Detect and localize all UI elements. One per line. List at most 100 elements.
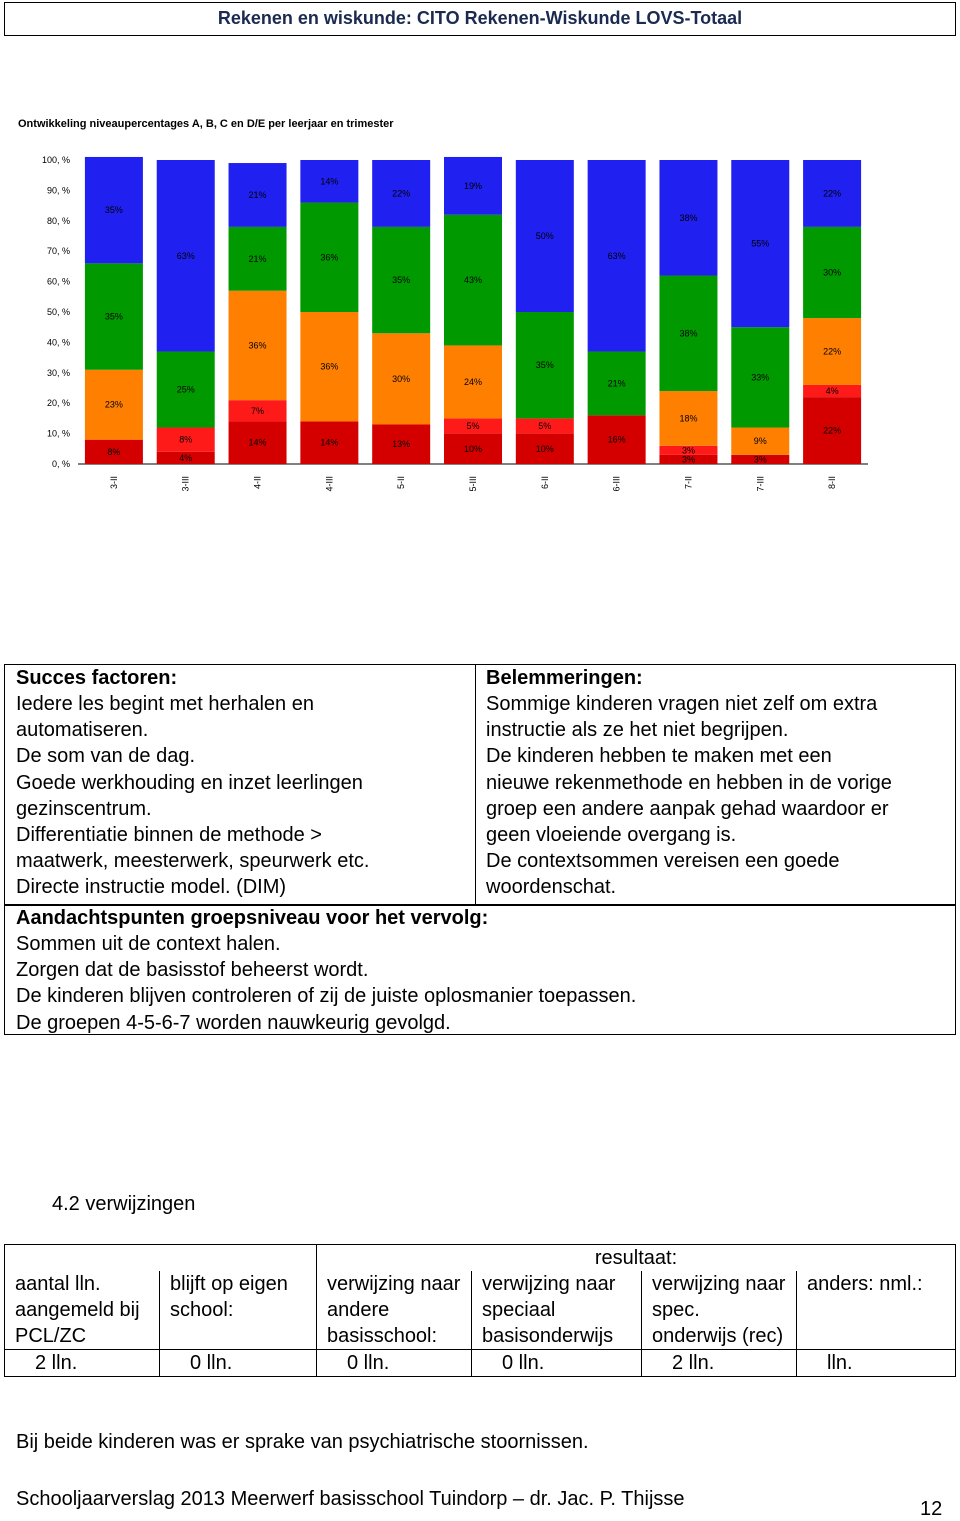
success-line: automatiseren. [16, 719, 149, 742]
obstacles-title: Belemmeringen: [486, 667, 643, 689]
bar-segment [84, 263, 143, 370]
bar-segment [228, 290, 287, 401]
bar-segment [156, 351, 215, 428]
attention-box [4, 905, 956, 1035]
bar-segment [731, 327, 790, 428]
page-number: 12 [920, 1498, 943, 1520]
success-line: gezinscentrum. [16, 797, 152, 820]
chart-title: Ontwikkeling niveaupercentages A, B, C e… [18, 118, 394, 130]
obstacles-line: instructie als ze het niet begrijpen. [486, 719, 789, 742]
bar-segment [659, 454, 718, 464]
bar-segment [659, 391, 718, 446]
data-label: 4% [826, 386, 839, 396]
data-label: 19% [464, 181, 482, 191]
y-tick-label: 100, % [42, 155, 70, 165]
success-line: Directe instructie model. (DIM) [16, 876, 287, 899]
data-label: 3% [682, 445, 695, 455]
data-label: 14% [320, 176, 338, 186]
y-tick-label: 10, % [47, 429, 70, 439]
attention-line: Zorgen dat de basisstof beheerst wordt. [16, 959, 369, 982]
data-label: 33% [751, 372, 769, 382]
data-label: 3% [754, 454, 767, 464]
bar-segment [803, 160, 862, 227]
bar-segment [659, 445, 718, 455]
column-header: verwijzing naar speciaal basisonderwijs [471, 1271, 642, 1350]
bar-segment [444, 345, 502, 419]
header-title: Rekenen en wiskunde: CITO Rekenen-Wiskun… [217, 8, 743, 28]
bar-segment [731, 427, 790, 455]
y-tick-label: 0, % [52, 459, 70, 469]
y-tick-label: 70, % [47, 246, 70, 256]
data-label: 3% [682, 454, 695, 464]
data-label: 36% [320, 252, 338, 262]
data-label: 30% [392, 374, 410, 384]
bar-segment [803, 318, 862, 385]
column-header: aantal lln. aangemeld bij PCL/ZC [4, 1271, 160, 1350]
bar-segment [228, 400, 287, 422]
column-header: blijft op eigen school: [159, 1271, 317, 1350]
x-tick-label: 7-III [755, 476, 765, 492]
success-line: Goede werkhouding en inzet leerlingen [16, 771, 363, 794]
data-label: 50% [536, 231, 554, 241]
header-box [4, 2, 956, 36]
divider [475, 664, 476, 905]
bar-segment [659, 160, 718, 276]
referral-table: resultaat: aantal lln. aangemeld bij PCL… [4, 1244, 956, 1377]
success-line: Differentiatie binnen de methode > [16, 824, 322, 846]
data-label: 10% [536, 444, 554, 454]
data-label: 22% [392, 188, 410, 198]
data-label: 35% [536, 360, 554, 370]
success-line: De som van de dag. [16, 745, 195, 768]
data-label: 36% [249, 340, 267, 350]
y-tick-label: 40, % [47, 337, 70, 347]
obstacles-line: woordenschat. [486, 876, 617, 899]
data-label: 55% [751, 239, 769, 249]
chart: Ontwikkeling niveaupercentages A, B, C e… [18, 118, 868, 492]
data-label: 22% [823, 188, 841, 198]
bar-segment [300, 202, 359, 312]
data-label: 43% [464, 275, 482, 285]
bar-segment [84, 156, 143, 264]
bar-segment [803, 226, 862, 319]
y-tick-label: 60, % [47, 277, 70, 287]
data-label: 30% [823, 267, 841, 277]
attention-title: Aandachtspunten groepsniveau voor het ve… [16, 907, 489, 929]
obstacles-line: geen vloeiende overgang is. [486, 824, 737, 846]
success-title: Succes factoren: [16, 667, 178, 689]
bar-segment [156, 427, 215, 452]
column-header: verwijzing naar andere basisschool: [316, 1271, 472, 1350]
bar-segment [731, 160, 790, 328]
data-label: 24% [464, 377, 482, 387]
table-cell: 0 lln. [316, 1349, 472, 1377]
bar-segment [372, 424, 431, 464]
data-label: 21% [608, 378, 626, 388]
y-tick-label: 50, % [47, 307, 70, 317]
column-header: verwijzing naar spec. onderwijs (rec) [641, 1271, 797, 1350]
data-label: 22% [823, 347, 841, 357]
data-label: 9% [754, 436, 767, 446]
bar-segment [803, 384, 862, 398]
bar-segment [731, 454, 790, 464]
bar-segment [587, 415, 646, 464]
data-label: 16% [608, 435, 626, 445]
data-label: 25% [177, 385, 195, 395]
data-label: 10% [464, 444, 482, 454]
bar-segment [803, 397, 862, 464]
table-cell: 2 lln. [641, 1349, 797, 1377]
data-label: 35% [392, 275, 410, 285]
bar-segment [372, 333, 431, 425]
data-label: 63% [177, 251, 195, 261]
bar-segment [515, 160, 574, 312]
table-cell: 2 lln. [4, 1349, 160, 1377]
bar-segment [515, 433, 574, 464]
bar-segment [228, 421, 287, 464]
bar-segment [228, 163, 287, 227]
data-label: 63% [608, 251, 626, 261]
success-line: maatwerk, meesterwerk, speurwerk etc. [16, 850, 370, 873]
bar-segment [156, 160, 215, 352]
data-label: 8% [107, 447, 120, 457]
table-cell: lln. [796, 1349, 956, 1377]
data-label: 38% [679, 328, 697, 338]
bar-segment [300, 312, 359, 422]
